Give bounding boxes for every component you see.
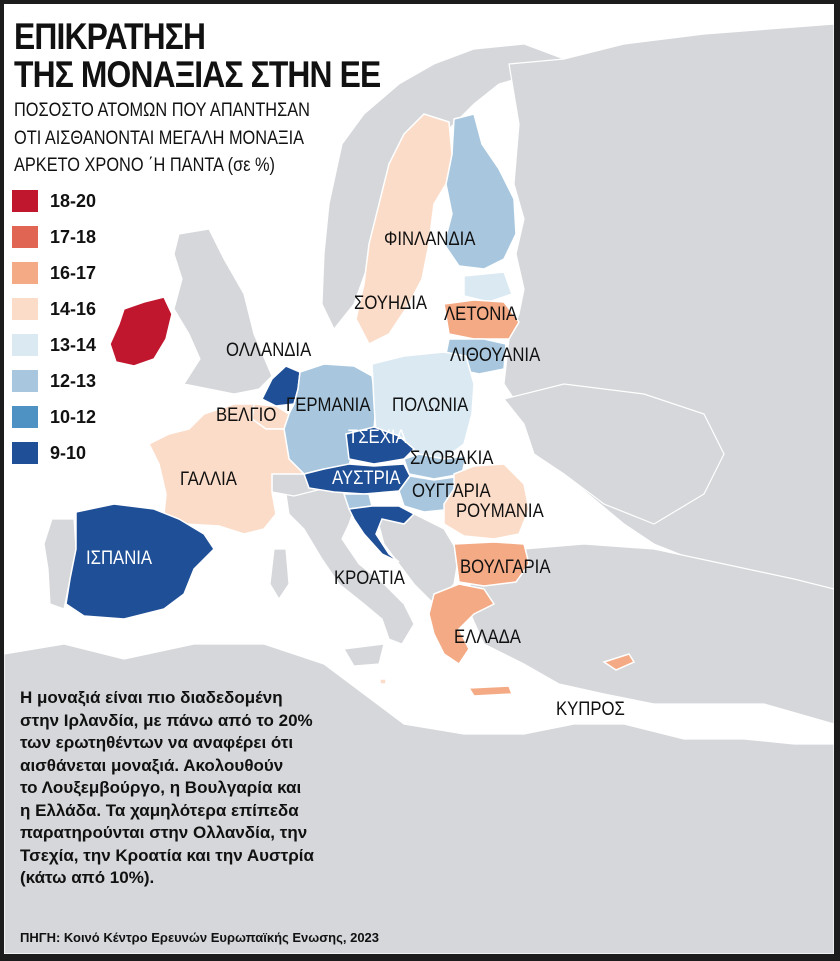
legend-label: 18-20 [50, 191, 97, 211]
label-spain: ΙΣΠΑΝΙΑ [86, 548, 153, 569]
legend-swatch [12, 298, 38, 320]
legend-label: 16-17 [50, 263, 97, 283]
legend-swatch [12, 442, 38, 464]
legend-label: 12-13 [50, 371, 97, 391]
label-finland: ΦΙΝΛΑΝΔΙΑ [384, 229, 476, 250]
malta-shape [379, 678, 387, 685]
legend-swatch [12, 226, 38, 248]
label-sweden: ΣΟΥΗΔΙΑ [354, 293, 427, 314]
land-ukraine [502, 383, 725, 525]
land-africa [4, 643, 834, 954]
greece-shape [428, 583, 496, 666]
label-netherlands: ΟΛΛΑΝΔΙΑ [226, 340, 312, 361]
land-portugal [43, 518, 77, 610]
label-latvia: ΛΕΤΟΝΙΑ [444, 304, 518, 325]
spain-shape [65, 503, 215, 620]
label-austria: ΑΥΣΤΡΙΑ [332, 468, 401, 489]
czechia-shape [345, 426, 416, 465]
legend-label: 13-14 [50, 335, 97, 355]
legend-label: 14-16 [50, 299, 97, 319]
land-sicily [343, 643, 385, 667]
note-line: παρατηρούνται στην Ολλανδία, την [20, 823, 308, 842]
label-hungary: ΟΥΓΓΑΡΙΑ [412, 481, 491, 502]
note-line: (κάτω από 10%). [20, 868, 155, 887]
cyprus-shape [602, 653, 636, 671]
land-uk [173, 228, 273, 395]
romania-shape [443, 463, 530, 540]
legend-label: 9-10 [50, 443, 87, 463]
label-czechia: ΤΣΕΧΙΑ [348, 427, 407, 448]
subtitle-line-2: ΟΤΙ ΑΙΣΘΑΝΟΝΤΑΙ ΜΕΓΑΛΗ ΜΟΝΑΞΙΑ [14, 128, 305, 149]
label-poland: ΠΟΛΩΝΙΑ [392, 395, 469, 416]
label-lithuania: ΛΙΘΟΥΑΝΙΑ [450, 345, 541, 366]
sweden-shape [355, 113, 453, 346]
legend-swatch [12, 334, 38, 356]
bulgaria-shape [453, 541, 530, 587]
label-france: ΓΑΛΛΙΑ [180, 469, 237, 490]
europe-map [4, 4, 834, 954]
note-line: Τσεχία, την Κροατία και την Αυστρία [20, 845, 314, 865]
title-line-1: ΕΠΙΚΡΑΤΗΣΗ [14, 16, 206, 57]
finland-shape [443, 113, 517, 270]
base-land [4, 23, 834, 954]
label-germany: ΓΕΡΜΑΝΙΑ [286, 395, 371, 416]
estonia-shape [463, 271, 513, 303]
slovakia-shape [403, 453, 467, 480]
latvia-shape [443, 299, 520, 340]
france-shape [147, 403, 306, 535]
legend-label: 10-12 [50, 407, 97, 427]
croatia-shape [347, 505, 416, 563]
crete-shape [467, 685, 514, 697]
label-greece: ΕΛΛΑΔΑ [454, 627, 521, 648]
legend-label: 17-18 [50, 227, 97, 247]
note-line: αισθάνεται μοναξιά. Ακολουθούν [20, 755, 284, 775]
note-line: στην Ιρλανδία, με πάνω από το 20% [20, 710, 313, 730]
label-romania: ΡΟΥΜΑΝΙΑ [456, 501, 544, 522]
label-slovakia: ΣΛΟΒΑΚΙΑ [410, 448, 494, 469]
legend-swatch [12, 406, 38, 428]
infographic-panel: ΕΠΙΚΡΑΤΗΣΗ ΤΗΣ ΜΟΝΑΞΙΑΣ ΣΤΗΝ ΕΕ ΠΟΣΟΣΤΟ … [4, 4, 834, 954]
legend-swatch [12, 262, 38, 284]
label-cyprus: ΚΥΠΡΟΣ [556, 699, 625, 720]
ireland-shape [109, 296, 173, 367]
subtitle-line-3: ΑΡΚΕΤΟ ΧΡΟΝΟ ΄Η ΠΑΝΤΑ (σε %) [14, 155, 275, 176]
title-line-2: ΤΗΣ ΜΟΝΑΞΙΑΣ ΣΤΗΝ ΕΕ [14, 54, 381, 95]
source-credit: ΠΗΓΗ: Κοινό Κέντρο Ερευνών Ευρωπαϊκής Εν… [20, 930, 380, 945]
note-line: η Ελλάδα. Τα χαμηλότερα επίπεδα [20, 800, 299, 820]
label-bulgaria: ΒΟΥΛΓΑΡΙΑ [460, 557, 551, 578]
subtitle-line-1: ΠΟΣΟΣΤΟ ΑΤΟΜΩΝ ΠΟΥ ΑΠΑΝΤΗΣΑΝ [14, 100, 310, 121]
legend-swatch [12, 190, 38, 212]
note-line: των ερωτηθέντων να αναφέρει ότι [20, 733, 294, 752]
note-text: Η μοναξιά είναι πιο διαδεδομένη στην Ιρλ… [20, 687, 420, 890]
note-line: το Λουξεμβούργο, η Βουλγαρία και [20, 778, 302, 797]
label-croatia: ΚΡΟΑΤΙΑ [334, 568, 405, 589]
land-turkey [465, 543, 834, 725]
label-belgium: ΒΕΛΓΙΟ [216, 405, 277, 426]
eu-countries [65, 113, 636, 697]
land-sardinia [269, 548, 290, 601]
legend-swatch [12, 370, 38, 392]
note-line: Η μοναξιά είναι πιο διαδεδομένη [20, 688, 283, 707]
